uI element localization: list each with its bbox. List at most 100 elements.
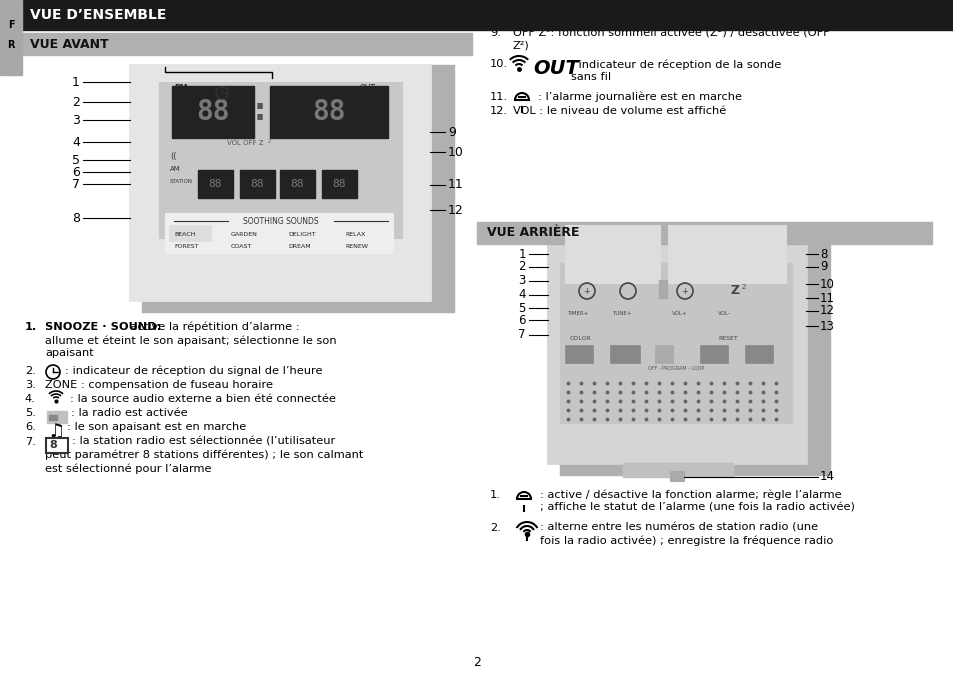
Text: : indicateur de réception du signal de l’heure: : indicateur de réception du signal de l… — [65, 366, 322, 376]
Text: 3: 3 — [518, 275, 525, 287]
Text: DELIGHT: DELIGHT — [288, 232, 315, 237]
Text: : la source audio externe a bien été connectée: : la source audio externe a bien été con… — [70, 394, 335, 404]
Text: RESET: RESET — [718, 336, 737, 341]
Text: PM: PM — [173, 84, 188, 93]
Text: Z: Z — [730, 285, 739, 297]
Text: 7.: 7. — [25, 437, 36, 447]
Text: peut paramétrer 8 stations différentes) ; le son calmant: peut paramétrer 8 stations différentes) … — [45, 450, 363, 460]
Text: 8: 8 — [49, 440, 57, 450]
Text: 9: 9 — [820, 260, 826, 273]
Text: active la répétition d’alarme :: active la répétition d’alarme : — [127, 322, 299, 332]
Bar — [659, 280, 666, 298]
Text: OUT: OUT — [359, 84, 375, 93]
Bar — [160, 83, 401, 238]
Bar — [547, 245, 805, 463]
Text: Z²): Z²) — [513, 41, 529, 51]
Text: AM: AM — [170, 166, 180, 172]
Bar — [130, 65, 430, 300]
Bar — [198, 170, 233, 198]
Text: 5: 5 — [518, 302, 525, 314]
Text: 12: 12 — [448, 203, 463, 217]
Text: RELAX: RELAX — [345, 232, 365, 237]
Text: 5.: 5. — [25, 408, 36, 418]
Text: 2: 2 — [473, 656, 480, 668]
Text: TUNE: TUNE — [173, 96, 191, 101]
Text: : la station radio est sélectionnée (l’utilisateur: : la station radio est sélectionnée (l’u… — [71, 437, 335, 447]
Bar — [169, 225, 211, 241]
Text: TUNE+: TUNE+ — [612, 311, 631, 316]
Text: DREAM: DREAM — [288, 244, 311, 249]
Text: 2: 2 — [741, 284, 745, 290]
Text: 6: 6 — [518, 314, 525, 326]
Text: : la radio est activée: : la radio est activée — [71, 408, 188, 418]
Bar — [142, 65, 454, 312]
Text: COLOR: COLOR — [569, 336, 591, 341]
Bar — [46, 438, 68, 453]
Text: SNOOZE · SOUND:: SNOOZE · SOUND: — [45, 322, 161, 332]
Text: R: R — [8, 40, 14, 50]
Text: fois la radio activée) ; enregistre la fréquence radio: fois la radio activée) ; enregistre la f… — [539, 536, 833, 546]
Text: ; affiche le statut de l’alarme (une fois la radio activée): ; affiche le statut de l’alarme (une foi… — [539, 503, 854, 513]
Bar — [172, 86, 253, 138]
Bar — [240, 170, 274, 198]
Bar — [559, 263, 791, 423]
Text: ♫: ♫ — [47, 422, 65, 441]
Bar — [622, 463, 732, 477]
Text: RENEW: RENEW — [345, 244, 368, 249]
Text: VOL-: VOL- — [718, 311, 730, 316]
Bar — [564, 345, 593, 363]
Text: : l’alarme journalière est en marche: : l’alarme journalière est en marche — [537, 92, 741, 102]
Text: 88: 88 — [196, 98, 230, 126]
Text: : active / désactive la fonction alarme; règle l’alarme: : active / désactive la fonction alarme;… — [539, 490, 841, 501]
Bar — [669, 471, 683, 481]
Text: 6: 6 — [72, 166, 80, 178]
Text: 9: 9 — [448, 125, 456, 139]
Text: VOL+: VOL+ — [671, 311, 687, 316]
Bar — [0, 0, 22, 75]
Text: 8: 8 — [820, 248, 826, 260]
Text: 4.: 4. — [25, 394, 35, 404]
Text: 11.: 11. — [490, 92, 508, 102]
Text: 10: 10 — [820, 277, 834, 291]
Text: 88: 88 — [250, 179, 263, 189]
Text: 3.: 3. — [25, 380, 36, 390]
Bar — [667, 225, 785, 283]
Text: 4: 4 — [72, 135, 80, 149]
Bar — [559, 245, 829, 475]
Text: 2.: 2. — [490, 523, 500, 533]
Text: : le son apaisant est en marche: : le son apaisant est en marche — [67, 422, 246, 432]
Bar — [270, 86, 388, 138]
Text: OFF - PROGRAM - LOOP: OFF - PROGRAM - LOOP — [647, 366, 703, 371]
Bar — [564, 225, 659, 283]
Text: BEACH: BEACH — [173, 232, 195, 237]
Bar — [47, 411, 67, 423]
Text: +: + — [680, 287, 688, 295]
Bar — [22, 0, 953, 30]
Text: 6.: 6. — [25, 422, 35, 432]
Text: 5: 5 — [71, 153, 80, 166]
Bar — [744, 345, 772, 363]
Text: 1: 1 — [518, 248, 525, 260]
Text: 7: 7 — [71, 178, 80, 190]
Text: 88: 88 — [312, 98, 345, 126]
Text: 1.: 1. — [25, 322, 37, 332]
Text: 9.: 9. — [490, 28, 500, 38]
Text: 88: 88 — [208, 179, 221, 189]
Bar — [476, 222, 931, 244]
Bar — [655, 345, 672, 363]
Text: 8: 8 — [71, 211, 80, 225]
Text: 88: 88 — [332, 179, 345, 189]
Bar — [609, 345, 639, 363]
Text: est sélectionné pour l’alarme: est sélectionné pour l’alarme — [45, 463, 212, 474]
Text: COAST: COAST — [231, 244, 252, 249]
Text: 11: 11 — [448, 178, 463, 192]
Text: : indicateur de réception de la sonde: : indicateur de réception de la sonde — [571, 59, 781, 69]
Text: 1: 1 — [72, 75, 80, 89]
Text: 2: 2 — [268, 139, 271, 144]
Text: 12.: 12. — [490, 106, 507, 116]
Text: Le nom du son apaisant sélectionné est affiché: Le nom du son apaisant sélectionné est a… — [513, 14, 781, 24]
Text: 3: 3 — [72, 114, 80, 127]
Text: : alterne entre les numéros de station radio (une: : alterne entre les numéros de station r… — [539, 523, 818, 533]
Text: 12: 12 — [820, 304, 834, 318]
Text: 7: 7 — [518, 328, 525, 341]
